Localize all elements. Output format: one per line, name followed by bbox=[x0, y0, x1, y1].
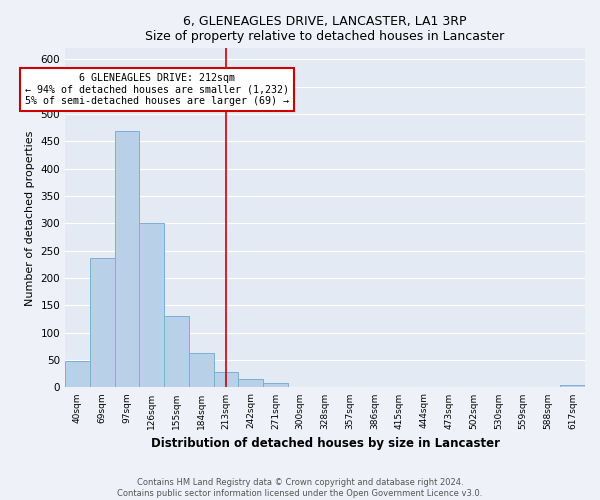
Bar bbox=[115, 132, 139, 388]
X-axis label: Distribution of detached houses by size in Lancaster: Distribution of detached houses by size … bbox=[151, 437, 500, 450]
Bar bbox=[189, 353, 214, 388]
Bar bbox=[65, 360, 90, 388]
Y-axis label: Number of detached properties: Number of detached properties bbox=[25, 130, 35, 306]
Bar bbox=[263, 383, 288, 388]
Bar bbox=[560, 384, 585, 388]
Bar bbox=[214, 372, 238, 388]
Title: 6, GLENEAGLES DRIVE, LANCASTER, LA1 3RP
Size of property relative to detached ho: 6, GLENEAGLES DRIVE, LANCASTER, LA1 3RP … bbox=[145, 15, 505, 43]
Bar bbox=[90, 258, 115, 388]
Text: 6 GLENEAGLES DRIVE: 212sqm
← 94% of detached houses are smaller (1,232)
5% of se: 6 GLENEAGLES DRIVE: 212sqm ← 94% of deta… bbox=[25, 73, 289, 106]
Bar bbox=[164, 316, 189, 388]
Bar bbox=[238, 379, 263, 388]
Bar bbox=[139, 224, 164, 388]
Text: Contains HM Land Registry data © Crown copyright and database right 2024.
Contai: Contains HM Land Registry data © Crown c… bbox=[118, 478, 482, 498]
